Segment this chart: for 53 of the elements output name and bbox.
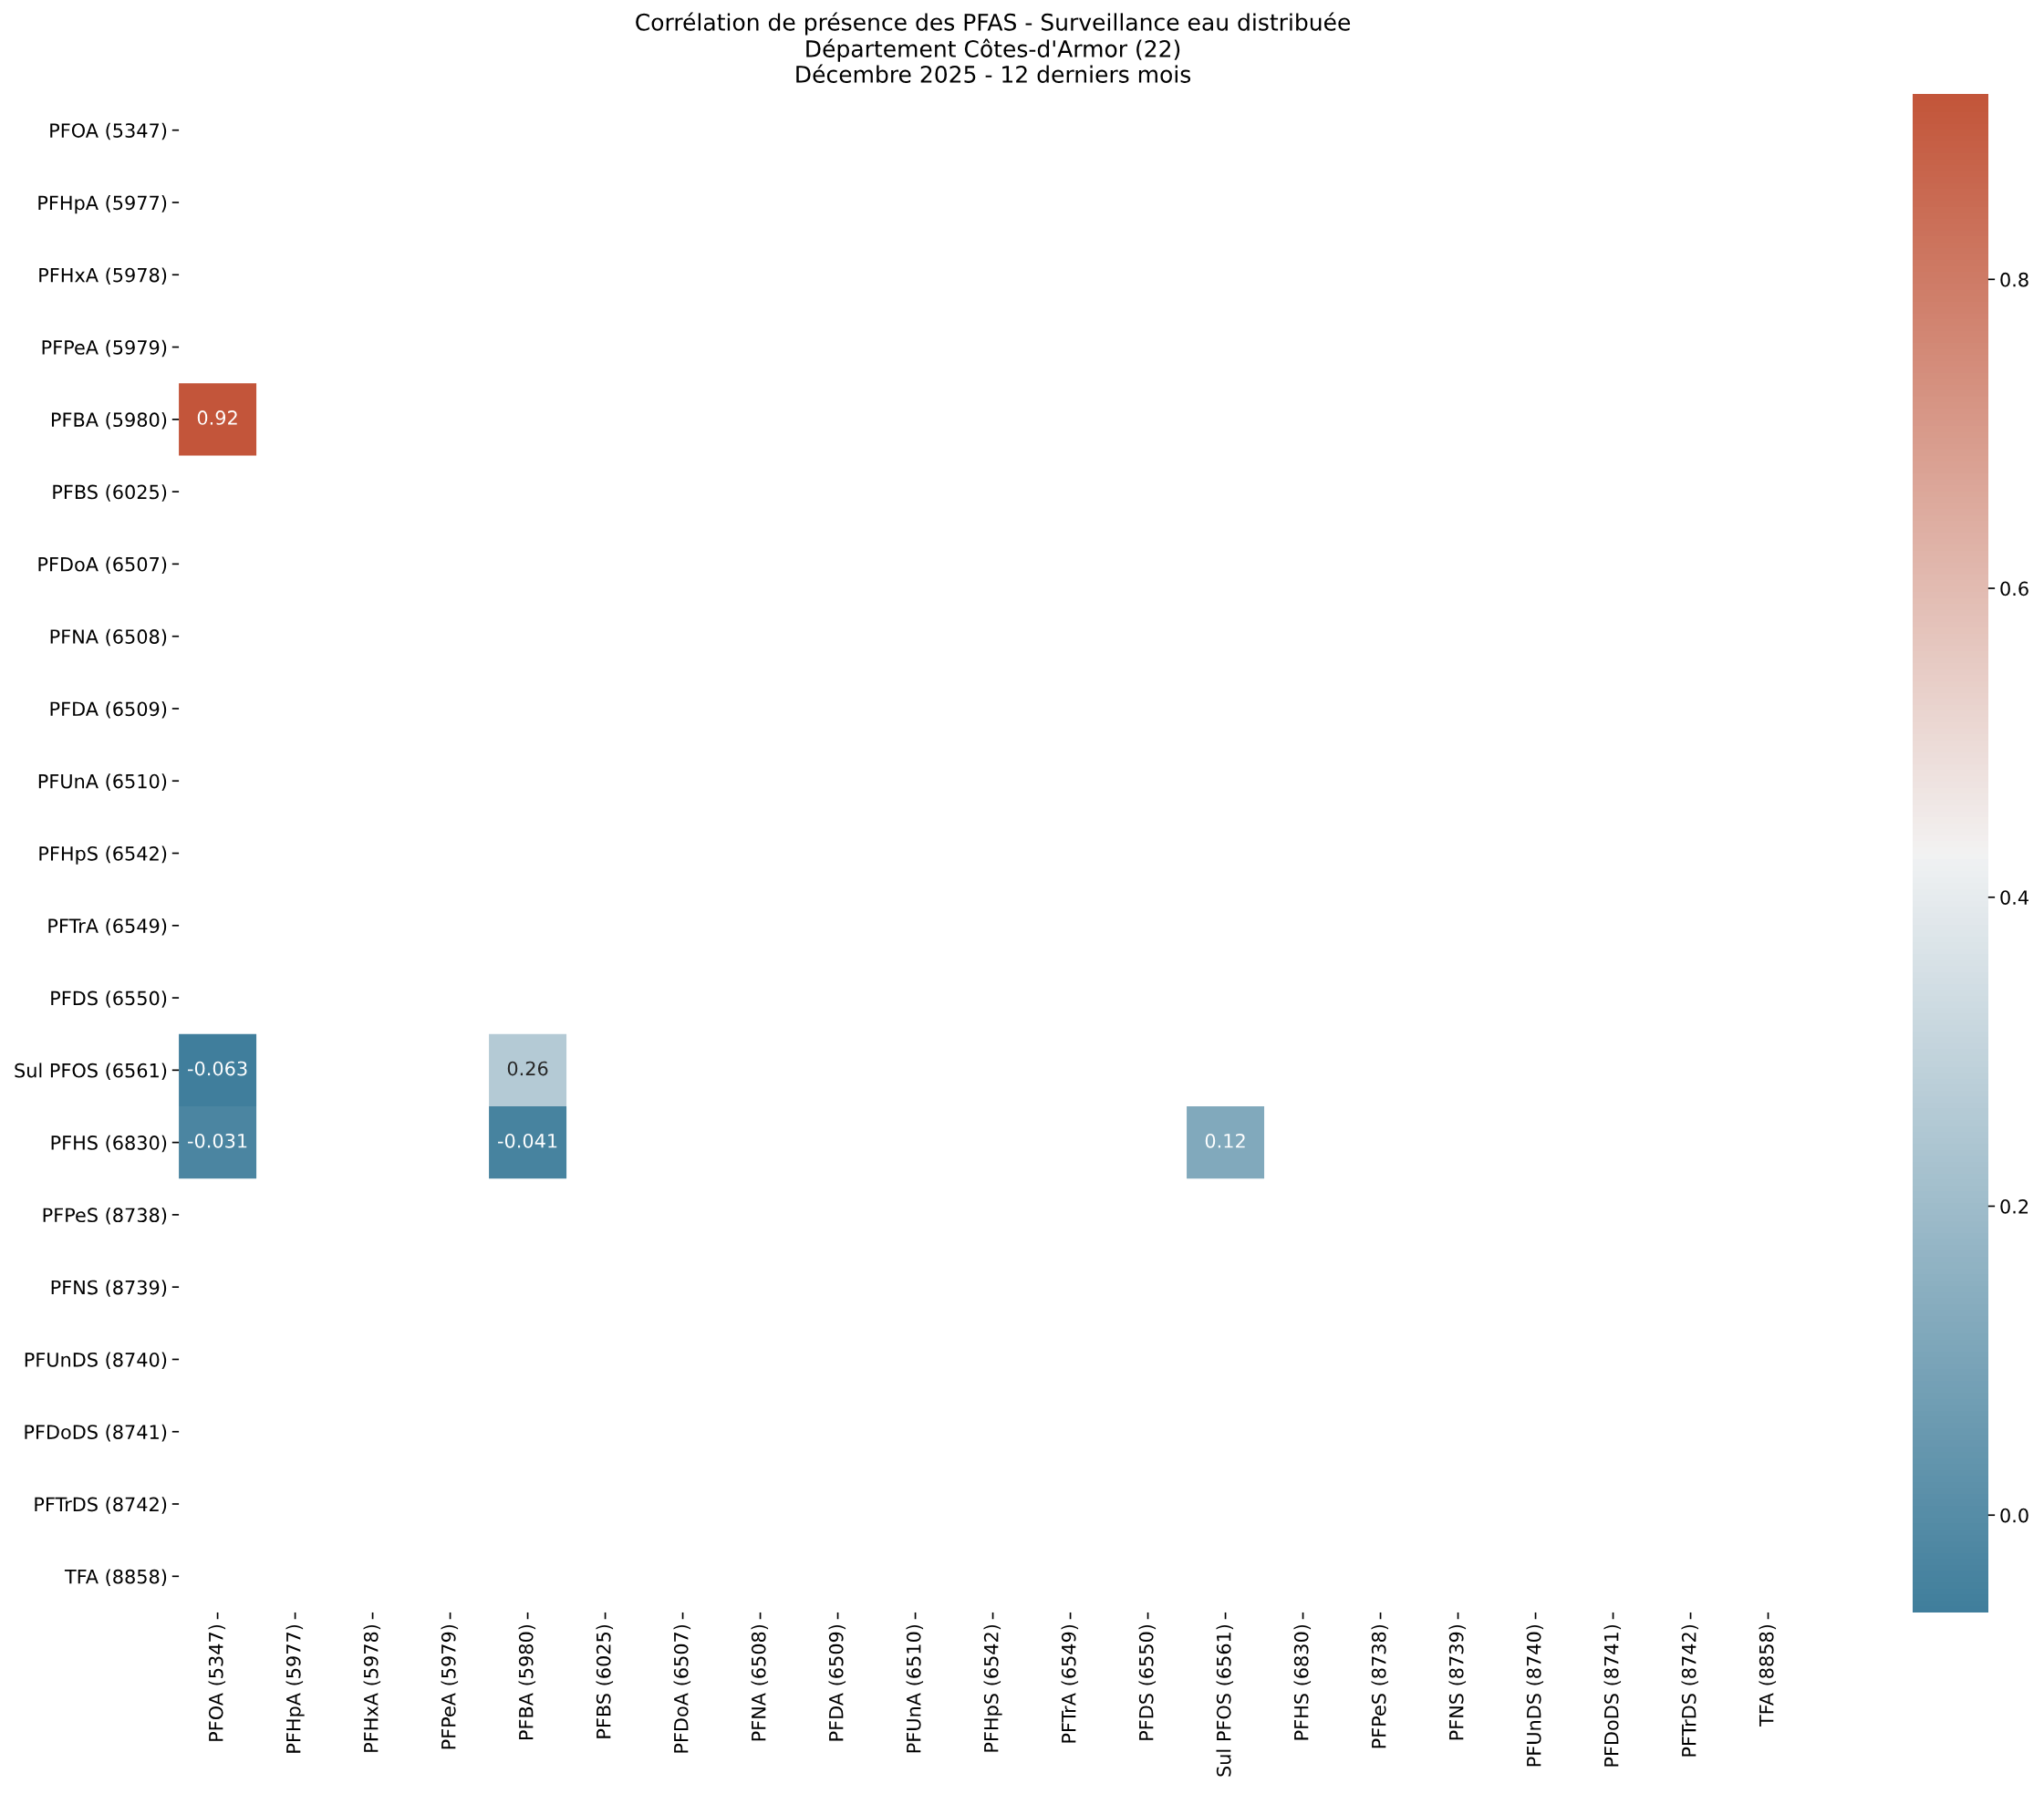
x-tick-label: Sul PFOS (6561): [1216, 1624, 1234, 1777]
y-tick-label: PFHpS (6542): [39, 845, 167, 865]
y-tick-label: PFDoA (6507): [38, 556, 167, 575]
y-tick-label: PFBS (6025): [53, 484, 167, 502]
color-bar-label: 0.4: [2000, 890, 2028, 905]
color-bar-label: 0.8: [2000, 272, 2028, 287]
data-label: 0.26: [507, 1061, 548, 1076]
y-tick-label: PFNS (8739): [51, 1280, 167, 1297]
x-tick-label: PFHpA (5977): [285, 1624, 305, 1753]
x-tick-label: PFPeS (8738): [1371, 1624, 1389, 1748]
x-tick-label: PFDoDS (8741): [1603, 1624, 1622, 1767]
y-tick-label: PFPeA (5979): [42, 339, 167, 358]
x-tick-label: PFDS (6550): [1138, 1624, 1157, 1740]
x-tick-label: PFHS (6830): [1293, 1624, 1312, 1740]
color-bar-label: 0.6: [2000, 581, 2028, 596]
x-tick-label: PFUnA (6510): [906, 1624, 924, 1753]
x-tick-label: PFHpS (6542): [983, 1624, 1002, 1752]
data-label: -0.041: [498, 1133, 557, 1148]
y-tick-label: TFA (8858): [64, 1569, 167, 1586]
data-label: 0.92: [197, 410, 237, 425]
x-tick-label: PFBA (5980): [518, 1624, 536, 1740]
color-bar-label: 0.0: [2000, 1508, 2028, 1523]
y-tick-label: PFBA (5980): [51, 411, 167, 430]
y-tick-label: PFDS (6550): [51, 990, 167, 1008]
y-tick-label: PFTrDS (8742): [35, 1497, 167, 1514]
y-tick-label: PFDA (6509): [50, 701, 167, 719]
x-tick-label: PFNS (8739): [1448, 1624, 1467, 1740]
y-tick-label: PFHpA (5977): [38, 195, 167, 214]
x-tick-label: PFTrDS (8742): [1681, 1624, 1699, 1757]
x-tick-label: PFUnDS (8740): [1526, 1624, 1544, 1767]
x-tick-label: PFDA (6509): [828, 1624, 846, 1741]
y-tick-label: PFHS (6830): [51, 1135, 167, 1153]
data-label: -0.031: [188, 1133, 247, 1148]
y-tick-label: PFNA (6508): [50, 628, 167, 647]
x-tick-label: PFNA (6508): [751, 1624, 769, 1741]
y-tick-label: PFHxA (5978): [39, 267, 167, 285]
y-tick-label: PFPeS (8738): [43, 1208, 167, 1225]
data-label: 0.12: [1205, 1133, 1245, 1148]
data-label: -0.063: [188, 1061, 247, 1076]
y-tick-label: PFDoDS (8741): [25, 1424, 167, 1442]
x-tick-label: PFPeA (5979): [441, 1624, 459, 1749]
y-tick-label: PFUnDS (8740): [25, 1352, 167, 1370]
y-tick-label: PFTrA (6549): [48, 918, 167, 936]
y-tick-label: Sul PFOS (6561): [15, 1063, 167, 1081]
x-tick-label: TFA (8858): [1759, 1624, 1777, 1727]
x-tick-label: PFHxA (5978): [363, 1624, 381, 1752]
color-bar-label: 0.2: [2000, 1198, 2028, 1214]
x-tick-label: PFTrA (6549): [1061, 1624, 1079, 1743]
x-tick-label: PFDoA (6507): [673, 1624, 691, 1753]
x-tick-label: PFBS (6025): [596, 1624, 614, 1738]
chart-title: Corrélation de présence des PFAS - Surveillance eau distribuée Département Côtes-d'Armor (22) Décembre 2025 - 12 derniers mois: [636, 12, 1351, 83]
y-tick-label: PFUnA (6510): [38, 773, 167, 791]
y-tick-label: PFOA (5347): [50, 122, 167, 140]
